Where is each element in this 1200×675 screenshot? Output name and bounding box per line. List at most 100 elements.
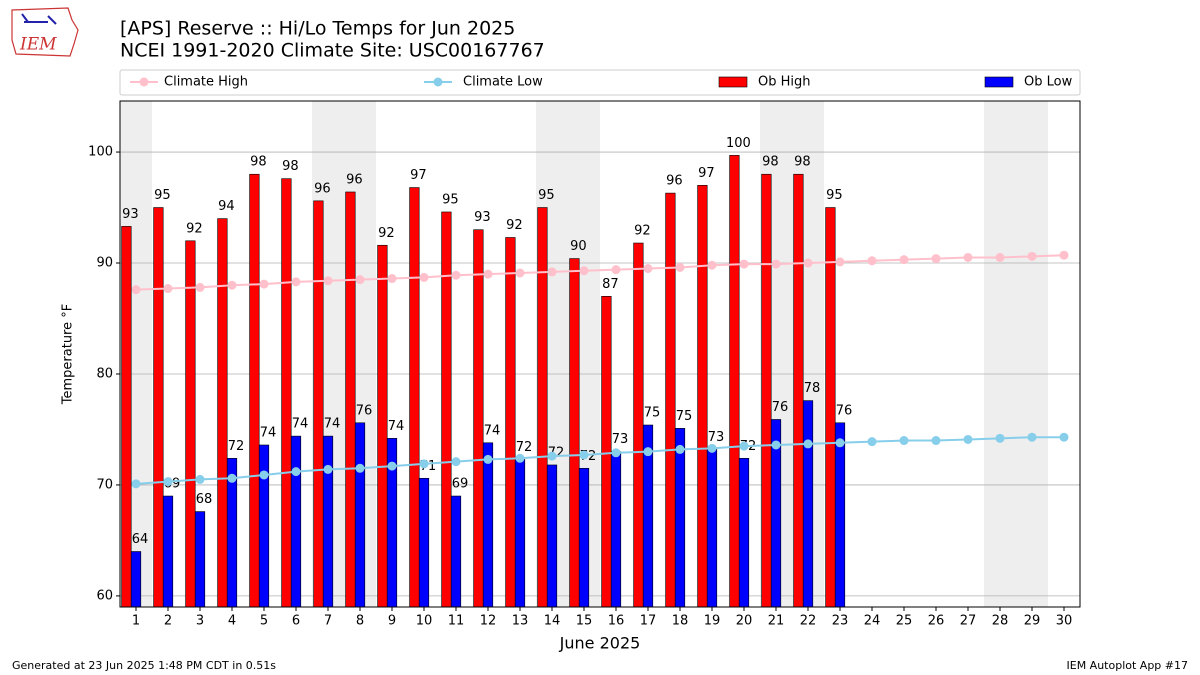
x-axis-label: June 2025 [559,634,641,653]
data-label: 100 [726,136,751,151]
x-tick-label: 13 [512,614,529,629]
data-label: 75 [644,406,661,421]
point [867,437,877,447]
point [131,479,141,489]
bar [578,467,590,608]
x-tick-label: 23 [832,614,849,629]
legend-marker [139,77,149,87]
bar [665,192,676,608]
x-tick-label: 18 [672,614,689,629]
x-tick-label: 3 [196,614,204,629]
point [643,264,653,274]
data-label: 74 [484,423,501,438]
weekend-shade [984,101,1048,607]
point [771,259,781,269]
point [899,255,909,265]
data-label: 87 [602,277,619,292]
point [419,459,429,469]
point [515,268,525,278]
point [643,447,653,457]
bar [249,173,260,608]
data-label: 93 [122,207,139,222]
plot-frame [119,100,1081,608]
point [547,267,557,277]
data-label: 69 [452,477,469,492]
line [135,436,1064,485]
x-tick-label: 19 [704,614,721,629]
bar [130,551,142,608]
point [739,259,749,269]
data-label: 98 [250,155,267,170]
point [259,279,269,289]
bar [738,458,750,608]
bar [601,295,612,608]
point [1059,250,1069,260]
data-label: 95 [154,188,171,203]
legend-swatch [718,76,748,88]
bar [258,444,270,608]
legend-label: Climate Low [463,75,543,90]
data-label: 98 [282,159,299,174]
point [675,262,685,272]
data-label: 92 [186,221,203,236]
data-label: 97 [698,166,715,181]
x-tick-label: 11 [448,614,465,629]
bar [802,400,814,608]
point [739,441,749,451]
x-tick-label: 10 [416,614,433,629]
data-label: 92 [506,218,523,233]
logo: IEM [11,7,79,57]
point [291,467,301,477]
bar [322,435,334,608]
point [483,454,493,464]
bar [473,229,484,608]
x-tick-label: 6 [292,614,300,629]
point [419,272,429,282]
y-tick-label: 70 [96,477,113,492]
point [579,450,589,460]
y-axis-label: Temperature °F [61,304,76,405]
x-tick-label: 1 [132,614,140,629]
point [483,269,493,279]
data-label: 92 [634,224,651,239]
point [1059,432,1069,442]
bar [281,178,292,608]
point [771,440,781,450]
x-tick-label: 14 [544,614,561,629]
bar [450,495,462,608]
bar [354,422,366,608]
point [707,260,717,270]
bar [345,191,356,608]
legend-label: Ob High [758,75,811,90]
point [163,284,173,294]
point [675,444,685,454]
point [1027,432,1037,442]
bar [706,449,718,608]
point [963,252,973,262]
point [227,473,237,483]
y-tick-label: 80 [96,366,113,381]
point [931,436,941,446]
point [259,470,269,480]
point [451,457,461,467]
bar [217,218,228,608]
bar [610,451,622,608]
line [135,254,1065,291]
point [195,474,205,484]
legend [119,69,1081,96]
data-label: 68 [196,492,213,507]
bar [121,226,132,608]
footer-left: Generated at 23 Jun 2025 1:48 PM CDT in … [12,659,276,672]
bar [194,511,206,608]
x-tick-label: 29 [1024,614,1041,629]
legend-label: Ob Low [1024,75,1073,90]
y-tick-label: 100 [88,145,113,160]
bar [514,459,526,608]
logo-text: IEM [19,35,57,55]
data-label: 76 [836,403,853,418]
x-tick-label: 30 [1056,614,1073,629]
chart-subtitle: NCEI 1991-2020 Climate Site: USC00167767 [120,40,545,62]
data-label: 73 [612,432,629,447]
x-tick-label: 27 [960,614,977,629]
